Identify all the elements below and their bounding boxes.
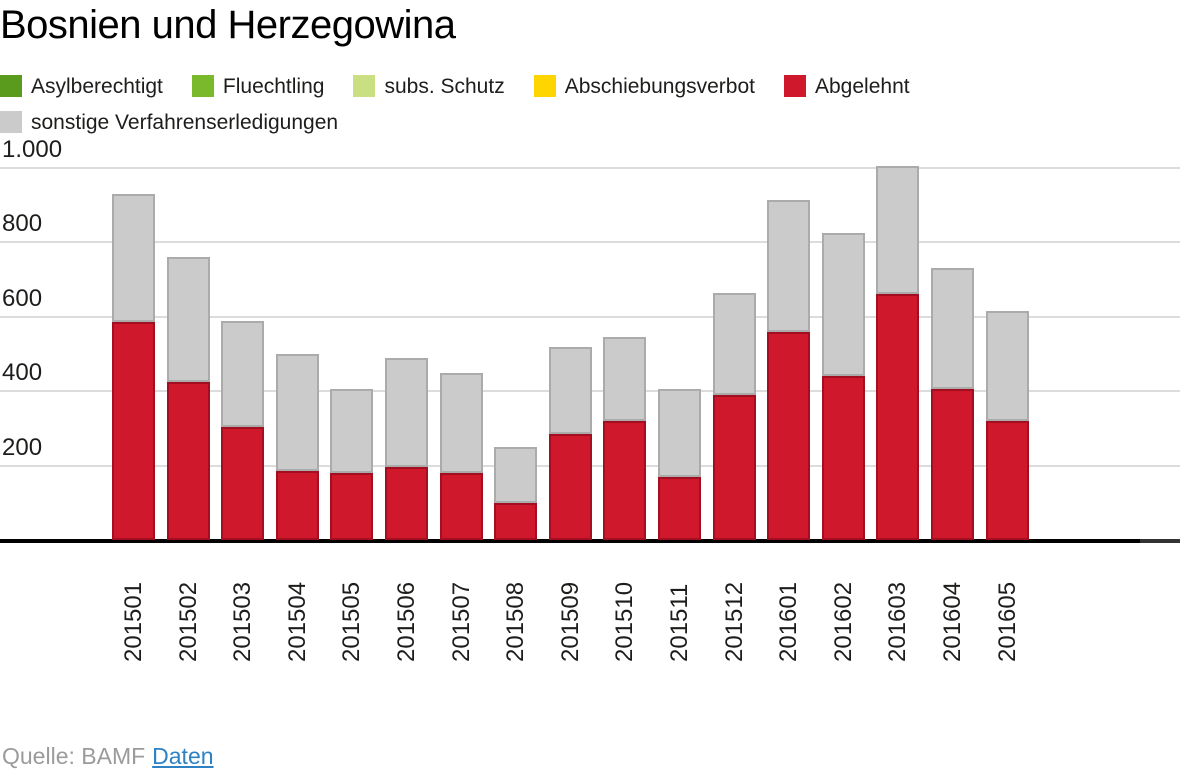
y-axis-label-800: 800 — [2, 210, 43, 237]
legend-label: Asylberechtigt — [31, 75, 163, 98]
source-label: Quelle: BAMF — [2, 743, 146, 769]
gridline-1000 — [0, 167, 1180, 169]
bar-segment-sonstige-verfahrenserledigungen-201506 — [385, 358, 428, 467]
y-axis-label-1000: 1.000 — [2, 136, 63, 163]
bar-segment-abgelehnt-201605 — [986, 421, 1029, 540]
bar-segment-abgelehnt-201504 — [276, 471, 319, 540]
fluechtling-swatch-icon — [191, 75, 214, 97]
gridline-600 — [0, 316, 1180, 318]
bar-segment-sonstige-verfahrenserledigungen-201602 — [822, 233, 865, 376]
x-axis-label-201507: 201507 — [448, 581, 475, 662]
legend-label: sonstige Verfahrenserledigungen — [31, 111, 339, 134]
bar-segment-abgelehnt-201512 — [713, 395, 756, 540]
legend-label: Fluechtling — [222, 75, 325, 98]
legend-item-abgelehnt: Abgelehnt — [784, 75, 910, 99]
bar-segment-abgelehnt-201511 — [658, 477, 701, 540]
x-axis-label-201508: 201508 — [502, 581, 529, 662]
x-axis-label-201509: 201509 — [557, 581, 584, 662]
bar-segment-abgelehnt-201501 — [112, 322, 155, 540]
bar-segment-sonstige-verfahrenserledigungen-201505 — [330, 389, 373, 473]
x-axis-label-201505: 201505 — [338, 581, 365, 662]
abschiebungsverbot-swatch-icon — [533, 75, 556, 97]
bar-segment-abgelehnt-201507 — [440, 473, 483, 540]
bar-segment-sonstige-verfahrenserledigungen-201501 — [112, 194, 155, 322]
bar-segment-abgelehnt-201603 — [876, 294, 919, 540]
x-axis-label-201604: 201604 — [939, 581, 966, 662]
bar-segment-sonstige-verfahrenserledigungen-201511 — [658, 389, 701, 477]
abgelehnt-swatch-icon — [784, 75, 806, 97]
x-axis-label-201504: 201504 — [284, 581, 311, 662]
gridline-800 — [0, 241, 1180, 243]
x-axis-line-end — [1140, 539, 1180, 543]
legend-item-asylberechtigt: Asylberechtigt — [0, 75, 163, 99]
bar-segment-abgelehnt-201604 — [931, 389, 974, 540]
bar-segment-sonstige-verfahrenserledigungen-201507 — [440, 373, 483, 473]
bar-segment-abgelehnt-201502 — [167, 382, 210, 540]
bar-segment-sonstige-verfahrenserledigungen-201604 — [931, 268, 974, 389]
source-note: Quelle: BAMF Daten — [2, 742, 214, 770]
bar-segment-abgelehnt-201509 — [549, 434, 592, 540]
bar-segment-abgelehnt-201510 — [603, 421, 646, 540]
subs-schutz-swatch-icon — [353, 75, 376, 97]
legend-label: Abschiebungsverbot — [564, 75, 755, 98]
bar-segment-abgelehnt-201503 — [221, 427, 264, 540]
legend-item-subs-schutz: subs. Schutz — [353, 75, 505, 99]
legend-label: subs. Schutz — [384, 75, 505, 98]
bar-segment-abgelehnt-201506 — [385, 467, 428, 540]
x-axis-label-201510: 201510 — [611, 581, 638, 662]
x-axis-label-201511: 201511 — [666, 583, 693, 662]
bar-segment-abgelehnt-201602 — [822, 376, 865, 540]
bar-segment-abgelehnt-201505 — [330, 473, 373, 540]
bar-segment-abgelehnt-201601 — [767, 332, 810, 540]
x-axis-label-201503: 201503 — [229, 581, 256, 662]
x-axis-label-201603: 201603 — [884, 581, 911, 662]
x-axis-label-201602: 201602 — [830, 581, 857, 662]
bar-segment-sonstige-verfahrenserledigungen-201504 — [276, 354, 319, 471]
x-axis-line — [0, 539, 1140, 543]
bar-segment-sonstige-verfahrenserledigungen-201603 — [876, 166, 919, 294]
bar-segment-sonstige-verfahrenserledigungen-201601 — [767, 200, 810, 332]
legend-item-abschiebungsverbot: Abschiebungsverbot — [533, 75, 755, 99]
y-axis-label-400: 400 — [2, 359, 43, 386]
bar-segment-sonstige-verfahrenserledigungen-201512 — [713, 293, 756, 395]
legend-row-1: Asylberechtigt Fluechtling subs. Schutz Abs… — [0, 75, 1180, 99]
bar-segment-sonstige-verfahrenserledigungen-201508 — [494, 447, 537, 503]
y-axis-label-600: 600 — [2, 285, 43, 312]
bar-segment-sonstige-verfahrenserledigungen-201503 — [221, 321, 264, 427]
asylberechtigt-swatch-icon — [0, 75, 22, 97]
bar-segment-sonstige-verfahrenserledigungen-201510 — [603, 337, 646, 421]
legend-item-sonstige-verfahrenserledigungen: sonstige Verfahrenserledigungen — [0, 111, 338, 135]
legend: Asylberechtigt Fluechtling subs. Schutz Abs… — [0, 75, 1180, 147]
x-axis-label-201605: 201605 — [994, 581, 1021, 662]
source-link[interactable]: Daten — [152, 743, 214, 769]
legend-row-2: sonstige Verfahrenserledigungen — [0, 111, 1180, 135]
bar-segment-sonstige-verfahrenserledigungen-201509 — [549, 347, 592, 434]
x-axis-label-201502: 201502 — [175, 581, 202, 662]
x-axis-label-201501: 201501 — [120, 581, 147, 662]
legend-item-fluechtling: Fluechtling — [191, 75, 325, 99]
chart-title: Bosnien und Herzegowina — [0, 3, 456, 47]
x-axis-label-201601: 201601 — [775, 581, 802, 662]
bar-segment-sonstige-verfahrenserledigungen-201502 — [167, 257, 210, 382]
x-axis-label-201506: 201506 — [393, 581, 420, 662]
bar-segment-abgelehnt-201508 — [494, 503, 537, 540]
y-axis-label-200: 200 — [2, 434, 43, 461]
bar-segment-sonstige-verfahrenserledigungen-201605 — [986, 311, 1029, 421]
sonstige-verfahrenserledigungen-swatch-icon — [0, 111, 22, 133]
x-axis-label-201512: 201512 — [721, 581, 748, 662]
legend-label: Abgelehnt — [815, 75, 910, 98]
